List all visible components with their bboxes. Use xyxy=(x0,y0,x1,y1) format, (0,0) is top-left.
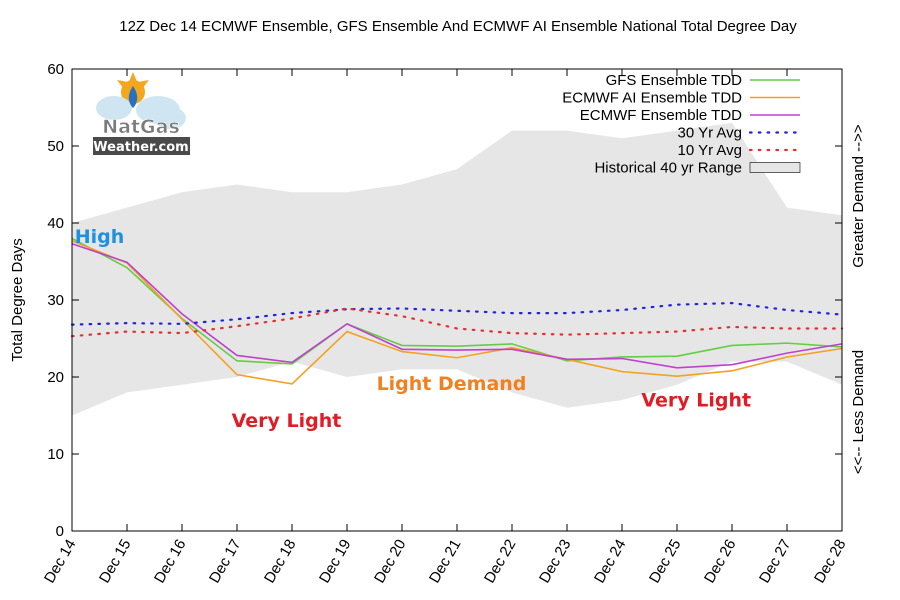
cloud-icon xyxy=(96,96,186,129)
x-tick-label: Dec 22 xyxy=(481,537,519,587)
series-layer xyxy=(70,237,844,385)
x-tick-label: Dec 15 xyxy=(96,537,134,587)
series-line-4 xyxy=(70,307,844,338)
annotation-0: High xyxy=(75,226,125,248)
flame-icon xyxy=(128,86,138,108)
legend-label-0: GFS Ensemble TDD xyxy=(606,72,743,89)
x-tick-label: Dec 18 xyxy=(261,537,299,587)
y-tick-label: 60 xyxy=(47,61,64,78)
legend-label-5: Historical 40 yr Range xyxy=(594,160,742,177)
historical-range-layer xyxy=(72,122,842,416)
y-tick-label: 0 xyxy=(56,523,64,540)
y-tick-label: 40 xyxy=(47,215,64,232)
legend-label-1: ECMWF AI Ensemble TDD xyxy=(562,90,742,107)
annotation-3: Very Light xyxy=(641,389,751,411)
y-tick-label: 50 xyxy=(47,138,64,155)
annotation-1: Very Light xyxy=(232,410,342,432)
x-tick-label: Dec 20 xyxy=(371,537,409,587)
annotation-layer: High Very Light Light Demand Very Light xyxy=(75,226,751,432)
logo-banner xyxy=(93,137,190,155)
x-tick-label: Dec 25 xyxy=(646,537,684,587)
legend-swatch-range xyxy=(749,162,801,173)
logo-text-weather: Weather.com xyxy=(93,140,188,155)
x-tick-label: Dec 14 xyxy=(41,537,79,587)
right-label-less-demand: <<-- Less Demand xyxy=(850,350,867,474)
y-tick-label: 20 xyxy=(47,369,64,386)
y-axis-label: Total Degree Days xyxy=(9,238,26,361)
series-line-2 xyxy=(71,243,843,369)
x-tick-label: Dec 21 xyxy=(426,537,464,587)
x-tick-label: Dec 28 xyxy=(811,537,849,587)
right-label-greater-demand: Greater Demand -->> xyxy=(850,124,867,268)
series-line-3 xyxy=(70,301,844,326)
legend-label-4: 10 Yr Avg xyxy=(678,142,743,159)
series-line-1 xyxy=(71,239,843,385)
x-tick-label: Dec 24 xyxy=(591,537,629,587)
x-tick-label: Dec 16 xyxy=(151,537,189,587)
x-tick-label: Dec 19 xyxy=(316,537,354,587)
y-tick-label: 10 xyxy=(47,446,64,463)
historical-range-band xyxy=(72,122,842,416)
series-line-0 xyxy=(71,237,843,365)
chart-title: 12Z Dec 14 ECMWF Ensemble, GFS Ensemble … xyxy=(119,18,797,35)
natgas-weather-logo: NatGas Weather.com xyxy=(93,72,190,155)
y-tick-label: 30 xyxy=(47,292,64,309)
logo-text-natgas: NatGas xyxy=(102,116,180,138)
x-tick-label: Dec 23 xyxy=(536,537,574,587)
x-tick-label: Dec 26 xyxy=(701,537,739,587)
legend-label-2: ECMWF Ensemble TDD xyxy=(580,107,742,124)
legend-label-3: 30 Yr Avg xyxy=(678,125,743,142)
annotation-2: Light Demand xyxy=(377,373,527,395)
x-tick-label: Dec 27 xyxy=(756,537,794,587)
x-tick-label: Dec 17 xyxy=(206,537,244,587)
